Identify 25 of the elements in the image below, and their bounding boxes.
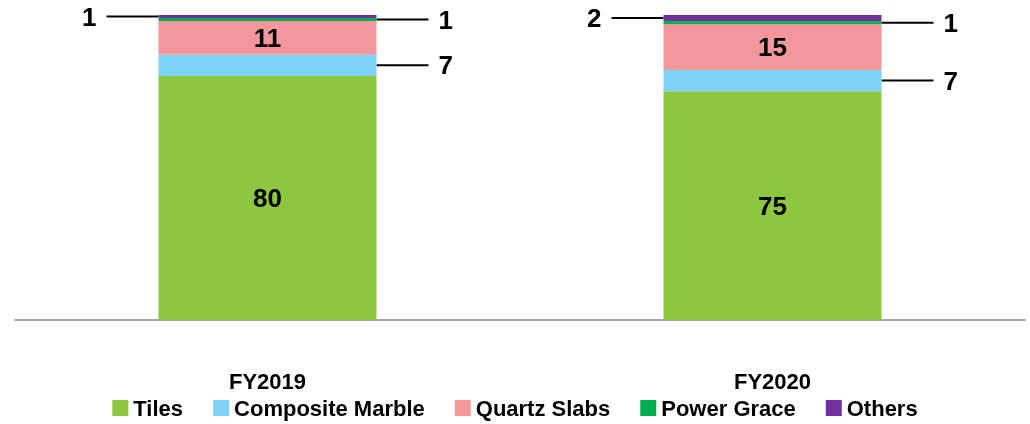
data-label: 15 <box>758 32 787 63</box>
x-tick-label: FY2020 <box>733 368 812 394</box>
bar <box>663 69 882 92</box>
bar <box>663 24 882 70</box>
bar <box>663 21 882 25</box>
bar <box>158 54 377 76</box>
data-label: 2 <box>587 3 602 34</box>
data-label: 1 <box>438 4 453 35</box>
data-label: 7 <box>943 65 958 96</box>
x-tick-label: FY2019 <box>228 368 307 394</box>
legend-label: Composite Marble <box>234 395 425 421</box>
data-label: 11 <box>253 22 282 53</box>
legend-label: Tiles <box>133 395 184 421</box>
data-label: 1 <box>82 1 97 32</box>
data-label: 1 <box>943 7 958 38</box>
bar <box>158 76 377 320</box>
bar <box>663 91 882 320</box>
data-label: 75 <box>758 190 787 221</box>
legend-label: Power Grace <box>661 395 796 421</box>
bar <box>158 21 377 55</box>
legend-label: Quartz Slabs <box>475 395 611 421</box>
bar <box>663 15 882 22</box>
data-label: 80 <box>253 183 282 213</box>
data-label: 7 <box>438 50 453 81</box>
legend-label: Others <box>846 395 918 421</box>
